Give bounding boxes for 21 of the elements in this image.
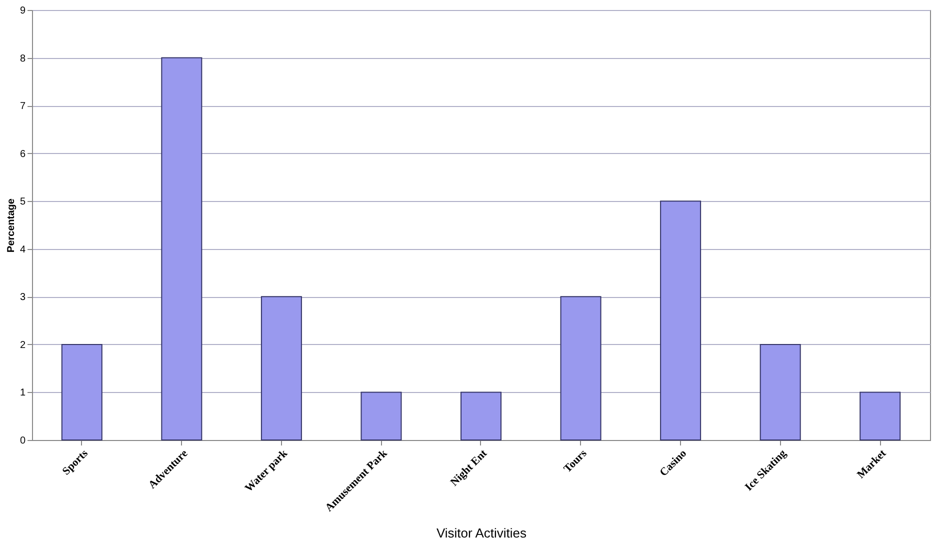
bar	[460, 392, 502, 440]
bar	[360, 392, 402, 440]
y-tick-label: 0	[20, 436, 26, 446]
y-tick-label: 9	[20, 6, 26, 16]
y-tick-label: 1	[20, 388, 26, 399]
y-tick-label: 4	[20, 244, 26, 256]
bar	[760, 344, 801, 440]
bar	[260, 296, 302, 440]
y-axis-title: Percentage	[6, 198, 17, 252]
y-tick-label: 5	[20, 196, 26, 208]
bar	[660, 200, 702, 440]
y-tick-label: 6	[20, 148, 26, 160]
y-tick-label: 3	[20, 292, 26, 304]
bar	[161, 57, 202, 440]
bar	[61, 344, 102, 440]
x-axis-title: Visitor Activities	[436, 525, 528, 540]
bar	[560, 296, 602, 440]
y-tick-label: 8	[20, 53, 26, 64]
y-tick-label: 7	[20, 101, 26, 112]
y-tick-label: 2	[20, 340, 26, 351]
bar	[860, 392, 901, 440]
